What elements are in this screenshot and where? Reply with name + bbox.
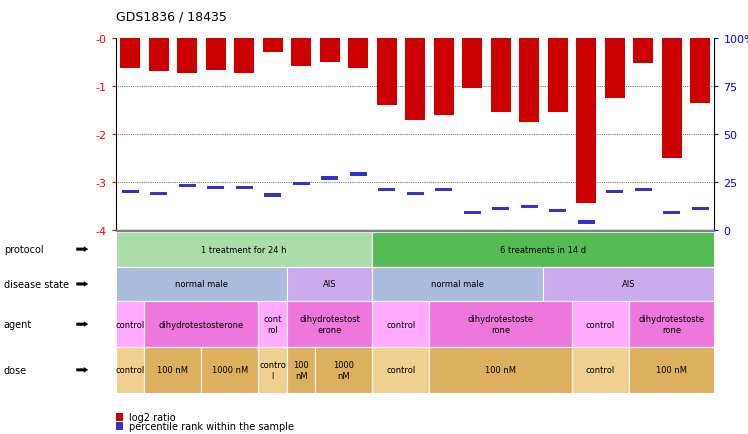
Text: dose: dose: [4, 365, 27, 375]
Bar: [120, 39, 140, 69]
Bar: [149, 39, 168, 72]
Text: dihydrotestoste
rone: dihydrotestoste rone: [639, 315, 705, 334]
Bar: [348, 39, 368, 69]
Bar: [122, 190, 138, 194]
Text: 100 nM: 100 nM: [157, 365, 188, 375]
Bar: [264, 194, 281, 197]
Text: control: control: [115, 365, 145, 375]
Text: 1000
nM: 1000 nM: [334, 360, 355, 380]
Bar: [692, 207, 708, 210]
Text: AIS: AIS: [323, 280, 337, 289]
Bar: [407, 192, 423, 195]
Bar: [207, 186, 224, 190]
Bar: [321, 177, 338, 180]
Text: cont
rol: cont rol: [263, 315, 282, 334]
Text: dihydrotestosterone: dihydrotestosterone: [159, 320, 244, 329]
Text: control: control: [386, 320, 416, 329]
Bar: [519, 39, 539, 122]
Bar: [521, 205, 538, 209]
Bar: [663, 211, 680, 214]
Bar: [434, 39, 453, 115]
Text: dihydrotestoste
rone: dihydrotestoste rone: [468, 315, 533, 334]
Text: 100 nM: 100 nM: [485, 365, 516, 375]
Bar: [464, 211, 481, 214]
Bar: [604, 39, 625, 99]
Bar: [606, 190, 623, 194]
Text: 100 nM: 100 nM: [656, 365, 687, 375]
Bar: [263, 39, 283, 53]
Bar: [549, 209, 566, 213]
Bar: [150, 192, 167, 195]
Bar: [491, 39, 511, 113]
Bar: [234, 39, 254, 73]
Bar: [378, 188, 395, 191]
Bar: [377, 39, 396, 106]
Bar: [492, 207, 509, 210]
Text: AIS: AIS: [622, 280, 636, 289]
Text: agent: agent: [4, 319, 32, 329]
Text: log2 ratio: log2 ratio: [129, 412, 176, 422]
Text: contro
l: contro l: [260, 360, 286, 380]
Bar: [577, 221, 595, 224]
Text: percentile rank within the sample: percentile rank within the sample: [129, 421, 295, 431]
Text: protocol: protocol: [4, 245, 43, 254]
Bar: [405, 39, 425, 121]
Text: control: control: [586, 320, 615, 329]
Bar: [435, 188, 452, 191]
Text: 1 treatment for 24 h: 1 treatment for 24 h: [201, 245, 287, 254]
Bar: [462, 39, 482, 89]
Bar: [690, 39, 710, 103]
Bar: [177, 39, 197, 74]
Bar: [662, 39, 681, 158]
Text: 1000 nM: 1000 nM: [212, 365, 248, 375]
Bar: [319, 39, 340, 63]
Text: 6 treatments in 14 d: 6 treatments in 14 d: [500, 245, 586, 254]
Text: normal male: normal male: [175, 280, 228, 289]
Bar: [179, 184, 196, 188]
Bar: [576, 39, 596, 204]
Text: dihydrotestost
erone: dihydrotestost erone: [299, 315, 360, 334]
Text: GDS1836 / 18435: GDS1836 / 18435: [116, 11, 227, 24]
Bar: [292, 183, 310, 186]
Bar: [206, 39, 226, 71]
Text: disease state: disease state: [4, 279, 69, 289]
Bar: [548, 39, 568, 113]
Bar: [236, 186, 253, 190]
Text: control: control: [115, 320, 145, 329]
Bar: [633, 39, 653, 64]
Bar: [349, 173, 367, 176]
Bar: [634, 188, 652, 191]
Text: 100
nM: 100 nM: [293, 360, 309, 380]
Text: control: control: [586, 365, 615, 375]
Text: normal male: normal male: [432, 280, 485, 289]
Text: control: control: [386, 365, 416, 375]
Bar: [291, 39, 311, 67]
